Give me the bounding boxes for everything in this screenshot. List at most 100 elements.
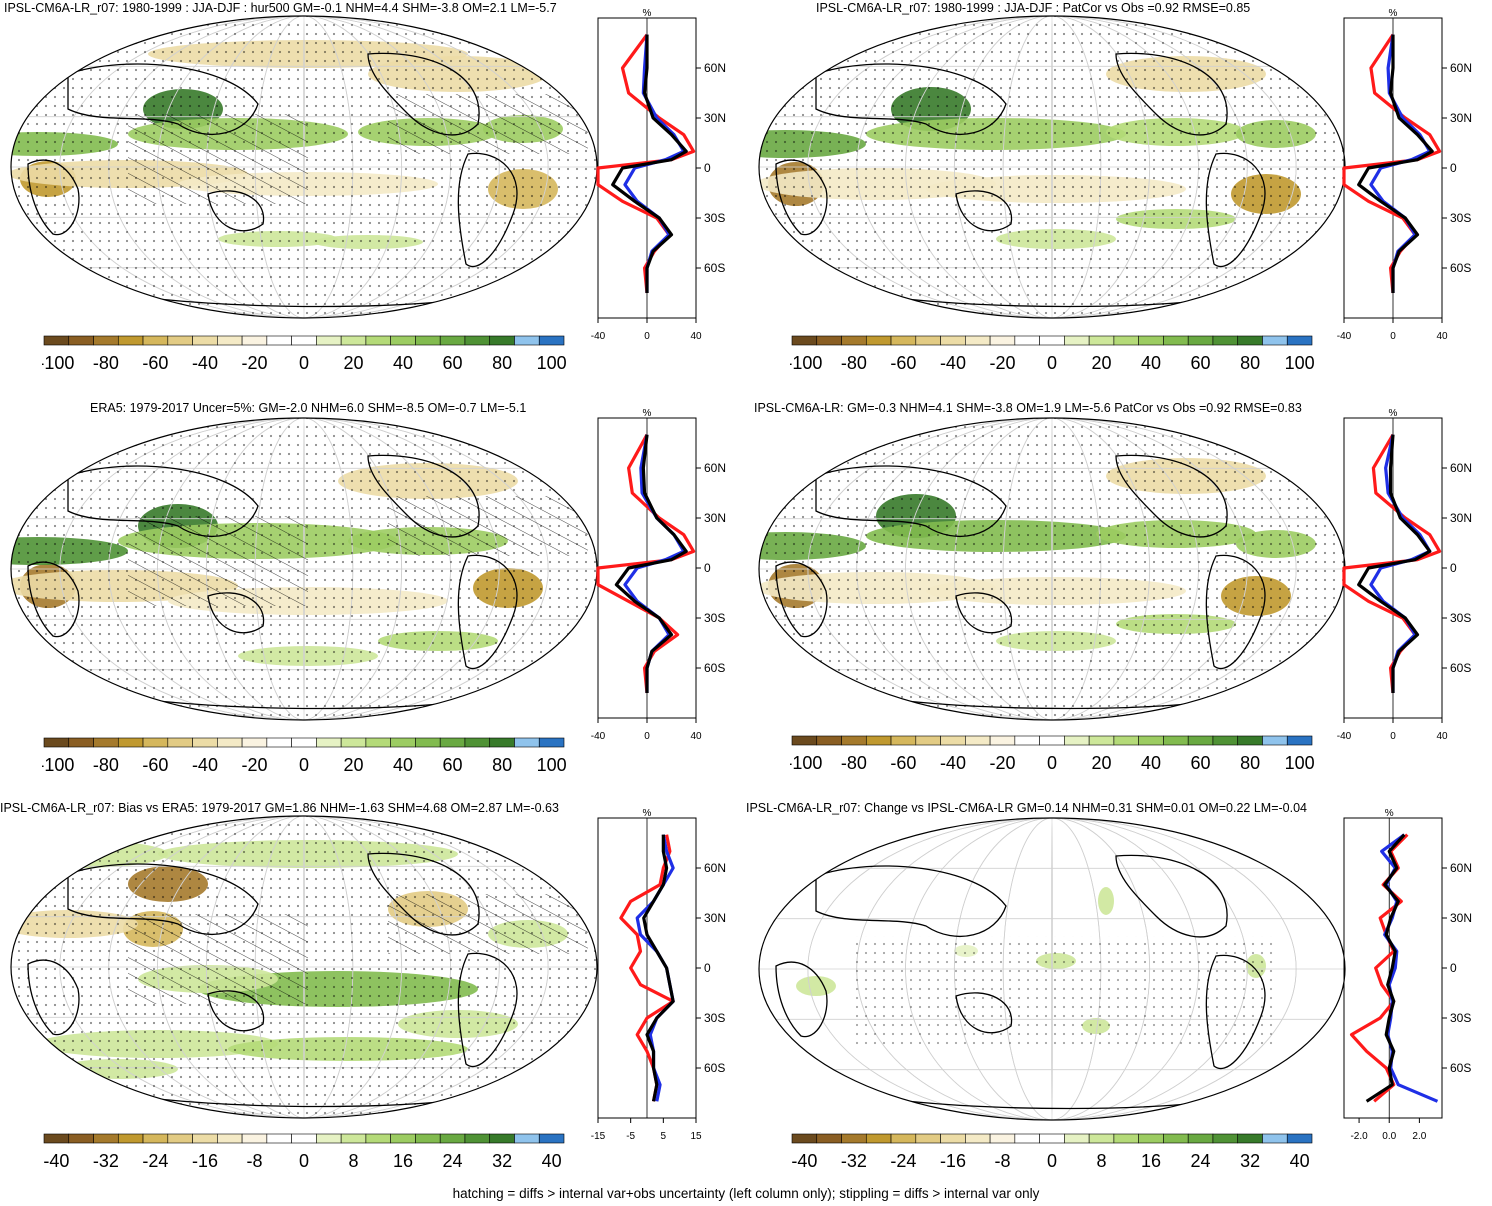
- profile-unit: %: [643, 8, 652, 19]
- coastline: [67, 863, 259, 936]
- colorbar-swatch: [167, 1133, 193, 1144]
- lat-label: 60S: [1450, 661, 1471, 675]
- profile-unit: %: [643, 808, 652, 819]
- panel-title: IPSL-CM6A-LR: GM=-0.3 NHM=4.1 SHM=-3.8 O…: [754, 401, 1302, 415]
- panel-era5: ERA5: 1979-2017 Uncer=5%: GM=-2.0 NHM=6.…: [0, 400, 746, 792]
- colorbar-swatch: [192, 737, 218, 748]
- zonal-profile: % 60N 30N 0 30S 60S -40 0 40: [591, 408, 726, 742]
- colorbar-label: -60: [142, 755, 168, 775]
- coastline: [815, 63, 1007, 136]
- x-tick-label: 40: [690, 731, 702, 742]
- colorbar-label: 100: [537, 353, 567, 373]
- colorbar-swatch: [865, 335, 892, 346]
- colorbar-swatch: [68, 1133, 94, 1144]
- colorbar-label: 80: [492, 755, 512, 775]
- map-field: [759, 818, 1345, 1120]
- lat-label: 30S: [704, 211, 725, 225]
- colorbar-label: -16: [192, 1151, 218, 1171]
- graticule-line: [807, 818, 1297, 1120]
- panel-model-run-patcor: IPSL-CM6A-LR_r07: 1980-1999 : JJA-DJF : …: [746, 0, 1492, 392]
- colorbar-swatch: [791, 335, 818, 346]
- colorbar-swatch: [514, 1133, 540, 1144]
- profile-series-red: [596, 433, 696, 694]
- colorbar-label: 80: [1240, 353, 1260, 373]
- colorbar-swatch: [1163, 1133, 1189, 1144]
- hatching: [128, 914, 308, 1004]
- colorbar-label: -60: [890, 753, 916, 773]
- colorbar-label: -20: [989, 353, 1015, 373]
- colorbar-swatch: [1064, 335, 1090, 346]
- coastline: [27, 159, 80, 236]
- coastline: [1205, 554, 1266, 670]
- colorbar-swatch: [1212, 335, 1239, 346]
- colorbar-swatch: [217, 335, 243, 346]
- colorbar-swatch: [43, 335, 70, 346]
- colorbar-label: -100: [790, 353, 822, 373]
- colorbar-swatch: [989, 1133, 1016, 1144]
- colorbar-swatch: [1262, 335, 1288, 346]
- panel-bias: IPSL-CM6A-LR_r07: Bias vs ERA5: 1979-201…: [0, 800, 746, 1180]
- lat-label: 0: [704, 161, 711, 175]
- coastline: [457, 554, 518, 670]
- colorbar-label: 8: [1097, 1151, 1107, 1171]
- colorbar-label: -100: [42, 353, 74, 373]
- lat-label: 30S: [1450, 211, 1471, 225]
- x-tick-label: 40: [1436, 331, 1448, 342]
- colorbar-label: -8: [994, 1151, 1010, 1171]
- colorbar-swatch: [538, 737, 565, 748]
- colorbar-label: 40: [1290, 1151, 1310, 1171]
- profile-series-black: [1365, 833, 1406, 1103]
- lat-label: 0: [1450, 561, 1457, 575]
- colorbar-swatch: [142, 1133, 169, 1144]
- colorbar-swatch: [1286, 1133, 1313, 1144]
- zonal-profile: % 60N 30N 0 30S 60S -40 0 40: [1337, 408, 1472, 742]
- colorbar-swatch: [1163, 335, 1189, 346]
- colorbar-swatch: [816, 335, 842, 346]
- colorbar-swatch: [1014, 335, 1040, 346]
- map-field: [11, 16, 597, 318]
- colorbar-label: 0: [299, 1151, 309, 1171]
- colorbar-swatch: [464, 737, 491, 748]
- colorbar-swatch: [940, 1133, 966, 1144]
- x-tick-label: 5: [661, 1131, 667, 1142]
- lat-label: 30S: [1450, 1011, 1471, 1025]
- stippling: [759, 418, 1345, 720]
- colorbar-swatch: [489, 1133, 515, 1144]
- colorbar-swatch: [816, 735, 842, 746]
- colorbar-label: 0: [1047, 1151, 1057, 1171]
- lat-label: 60S: [1450, 1061, 1471, 1075]
- colorbar-swatch: [316, 1133, 342, 1144]
- x-tick-label: 0.0: [1382, 1131, 1396, 1142]
- lat-label: 60N: [704, 461, 726, 475]
- lat-label: 60N: [704, 61, 726, 75]
- map-border: [758, 817, 1346, 1121]
- colorbar-swatch: [266, 335, 292, 346]
- colorbar-swatch: [965, 735, 991, 746]
- colorbar-label: 0: [299, 755, 309, 775]
- colorbar: -40 -32 -24 -16 -8 0 8 16 24 32 40: [791, 1133, 1313, 1171]
- colorbar-swatch: [1212, 735, 1239, 746]
- colorbar-swatch: [142, 335, 169, 346]
- coastline: [367, 454, 480, 538]
- colorbar-swatch: [890, 335, 917, 346]
- coastline: [815, 465, 1007, 538]
- colorbar-swatch: [316, 335, 342, 346]
- colorbar-swatch: [439, 335, 466, 346]
- colorbar-label: -80: [93, 755, 119, 775]
- colorbar-label: -40: [791, 1151, 817, 1171]
- coastline: [775, 961, 828, 1038]
- colorbar-swatch: [489, 335, 515, 346]
- panel-title: ERA5: 1979-2017 Uncer=5%: GM=-2.0 NHM=6.…: [90, 401, 527, 415]
- colorbar-swatch: [915, 1133, 941, 1144]
- colorbar-swatch: [340, 335, 367, 346]
- colorbar-swatch: [365, 737, 391, 748]
- colorbar-label: 40: [393, 755, 413, 775]
- colorbar-swatch: [514, 335, 540, 346]
- colorbar-swatch: [989, 735, 1016, 746]
- lat-label: 60N: [1450, 61, 1472, 75]
- map-field: [759, 16, 1345, 318]
- colorbar-swatch: [464, 335, 491, 346]
- colorbar-swatch: [340, 737, 367, 748]
- lat-label: 60N: [704, 861, 726, 875]
- map: [758, 817, 1346, 1121]
